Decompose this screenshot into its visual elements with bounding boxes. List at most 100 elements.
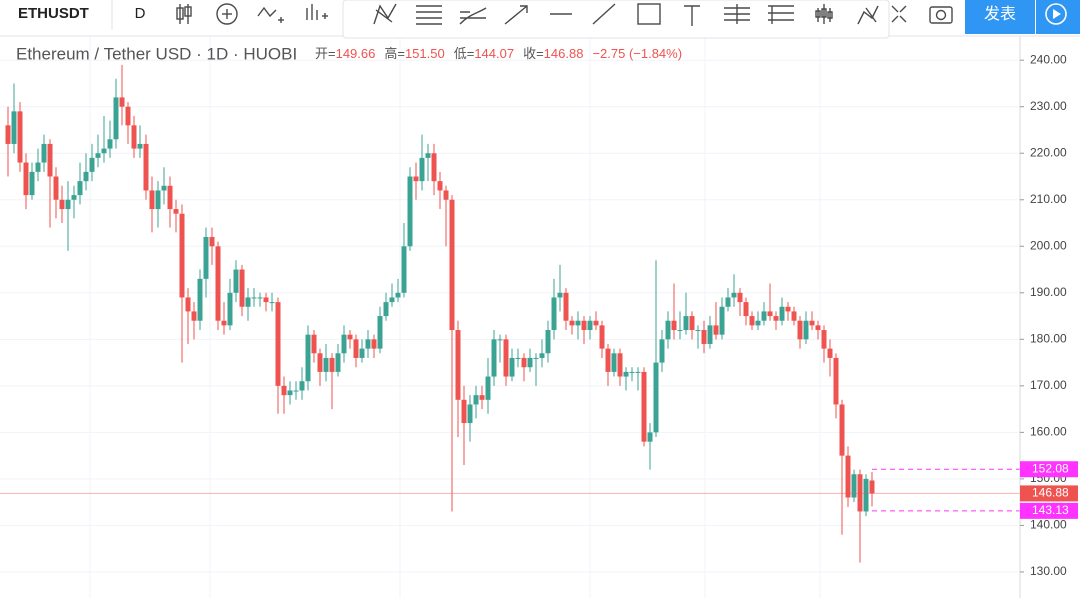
candle-body: [551, 297, 557, 331]
candle-body: [629, 371, 635, 373]
candle-body: [191, 311, 197, 321]
candle-body: [785, 306, 791, 312]
symbol[interactable]: ETHUSDT: [18, 5, 89, 22]
candle-body: [461, 399, 467, 424]
candle-body: [143, 143, 149, 191]
legend: 开=149.66 高=151.50 低=144.07 收=146.88 −2.75 (−…: [315, 46, 682, 61]
chart-type-icon[interactable]: [176, 4, 192, 24]
legend-item: 收=146.88: [523, 46, 583, 61]
candle-body: [383, 302, 389, 317]
legend-item: 开=149.66: [315, 46, 375, 61]
legend-value: 151.50: [405, 46, 445, 61]
candle-body: [791, 311, 797, 321]
candle-body: [371, 339, 377, 349]
publish-label[interactable]: 发表: [984, 5, 1016, 23]
candle-body: [329, 357, 335, 372]
candle-body: [677, 330, 683, 332]
publish-button[interactable]: [965, 0, 1035, 34]
candle-body: [719, 306, 725, 335]
candle-body: [479, 395, 485, 400]
y-tick-label: 170.00: [1030, 378, 1067, 392]
legend-value: −2.75 (−1.84%): [592, 46, 682, 61]
candle-body: [377, 316, 383, 349]
candle-body: [17, 111, 23, 163]
legend-label: 收=: [523, 46, 544, 61]
candle-body: [749, 316, 755, 326]
templates-icon[interactable]: [306, 4, 328, 20]
candle-body: [245, 297, 251, 307]
candle-body: [851, 474, 857, 498]
candle-body: [347, 334, 353, 340]
play-button[interactable]: [1036, 0, 1080, 34]
candle-body: [233, 269, 239, 293]
price-label-box: [1020, 485, 1078, 502]
candle-body: [545, 330, 551, 354]
candle-body: [299, 381, 305, 391]
candle-body: [131, 125, 137, 149]
y-tick-label: 140.00: [1030, 518, 1067, 532]
candle-body: [515, 357, 521, 359]
candle-body: [683, 316, 689, 331]
candle-body: [431, 153, 437, 182]
candle-body: [119, 97, 125, 107]
candle-body: [77, 181, 83, 196]
candle-body: [647, 432, 653, 442]
candle-body: [833, 357, 839, 405]
price-axis: 130.00140.00150.00160.00170.00180.00190.…: [1020, 52, 1078, 578]
candle-body: [569, 320, 575, 326]
candle-body: [203, 236, 209, 279]
candle-body: [65, 199, 71, 210]
candle-body: [41, 143, 47, 163]
candle-body: [863, 478, 869, 512]
candle-body: [467, 404, 473, 424]
indicators-icon[interactable]: [216, 3, 238, 25]
candle-body: [185, 297, 191, 312]
candle-body: [449, 199, 455, 331]
candle-body: [839, 404, 845, 456]
candle-body: [845, 455, 851, 498]
candle-body: [485, 376, 491, 400]
candle-body: [23, 162, 29, 196]
interval[interactable]: D: [135, 5, 146, 22]
candle-body: [725, 297, 731, 307]
candle-body: [653, 362, 659, 433]
candle-body: [197, 278, 203, 321]
y-tick-label: 200.00: [1030, 238, 1067, 252]
candle-body: [701, 330, 707, 344]
candle-body: [335, 353, 341, 372]
drawing-tools[interactable]: [373, 3, 953, 26]
candle-body: [491, 339, 497, 377]
y-tick-label: 240.00: [1030, 52, 1067, 66]
candle-body: [857, 474, 863, 512]
price-label: 143.13: [1032, 503, 1069, 517]
candle-body: [821, 330, 827, 349]
compare-icon[interactable]: [257, 6, 284, 23]
candle-body: [533, 357, 539, 359]
candle-body: [425, 153, 431, 158]
candle-body: [53, 176, 59, 200]
legend-value: 144.07: [474, 46, 514, 61]
candle-body: [815, 325, 821, 331]
candle-body: [731, 292, 737, 298]
candle-body: [443, 190, 449, 200]
candle-body: [605, 348, 611, 372]
candle-body: [179, 213, 185, 298]
candle-body: [83, 171, 89, 182]
candle-body: [365, 339, 371, 349]
candle-body: [809, 320, 815, 326]
candle-body: [209, 236, 215, 247]
candle-body: [113, 97, 119, 140]
candle-body: [95, 153, 101, 158]
candle-body: [59, 199, 65, 210]
candle-body: [521, 357, 527, 368]
candle-body: [353, 339, 359, 358]
candle-body: [311, 334, 317, 354]
candle-body: [5, 125, 11, 144]
candle-body: [89, 157, 95, 172]
plot-area: [0, 36, 1020, 598]
candle-body: [581, 320, 587, 331]
candle-body: [107, 139, 113, 149]
candle-body: [419, 157, 425, 182]
candle-body: [713, 325, 719, 335]
candle-body: [35, 162, 41, 172]
